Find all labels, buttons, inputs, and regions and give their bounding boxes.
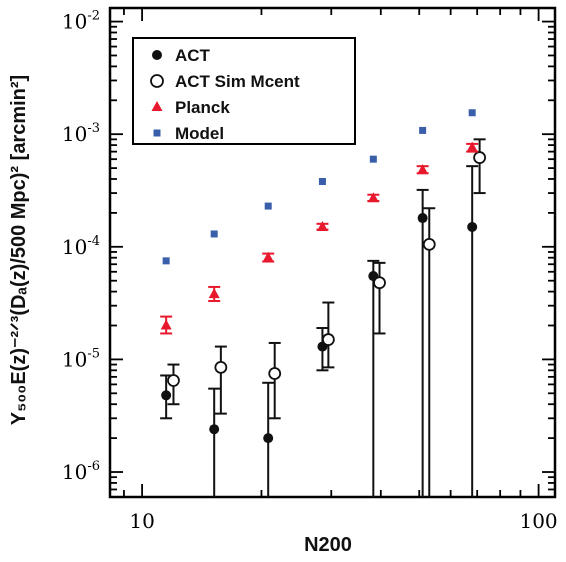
act-sim-mcent-point (268, 367, 282, 380)
planck-point (367, 192, 379, 203)
legend-marker-planck (151, 101, 163, 111)
model-point (318, 178, 326, 186)
act-sim-mcent-point (422, 238, 436, 251)
planck-point (160, 319, 172, 330)
y-tick-label: 10-4 (62, 234, 100, 259)
y-tick-label: 10-5 (62, 346, 100, 371)
planck-point (208, 288, 220, 299)
planck-point (417, 164, 429, 175)
planck-point (316, 220, 328, 231)
planck-point (466, 141, 478, 152)
act-sim-mcent-point (473, 151, 487, 164)
y-tick-label: 10-3 (62, 121, 100, 146)
legend-marker-model (153, 129, 161, 137)
x-tick-label: 10 (129, 509, 154, 533)
model-point (264, 202, 272, 210)
model-point (369, 155, 377, 163)
legend-marker-act-sim-mcent (150, 74, 164, 88)
y-tick-label: 10-6 (62, 459, 100, 484)
legend-box (132, 37, 356, 145)
act-sim-mcent-point (214, 360, 228, 374)
act-sim-mcent-point (321, 333, 335, 346)
act-point (263, 433, 274, 444)
legend: ACT ACT Sim Mcent Planck Model (132, 37, 356, 145)
axis-ticks (110, 8, 555, 498)
legend-label-model: Model (175, 124, 224, 143)
model-point (210, 230, 218, 238)
y-tick-label: 10-2 (62, 9, 100, 34)
planck-point (262, 251, 274, 262)
legend-marker-act (152, 50, 162, 60)
data-points (160, 109, 487, 497)
legend-label-planck: Planck (175, 98, 230, 117)
act-point (417, 213, 428, 224)
model-point (419, 126, 427, 134)
y-axis-label: Y₅₀₀E(z)⁻²ᐟ³(Dₐ(z)/500 Mpc)² [arcmin²] (8, 75, 30, 425)
model-point (162, 257, 170, 265)
x-axis-label: N200 (304, 534, 352, 556)
act-sim-mcent-point (167, 374, 180, 387)
legend-label-act-sim-mcent: ACT Sim Mcent (175, 72, 300, 91)
act-sim-mcent-point (373, 276, 386, 290)
x-tick-label: 100 (519, 509, 557, 533)
act-point (467, 221, 478, 232)
tick-labels: 10 100 10-6 10-5 10-4 10-3 10-2 (62, 9, 558, 533)
model-point (468, 109, 476, 117)
act-point (161, 390, 172, 401)
act-point (209, 424, 220, 435)
legend-label-act: ACT (175, 46, 211, 65)
